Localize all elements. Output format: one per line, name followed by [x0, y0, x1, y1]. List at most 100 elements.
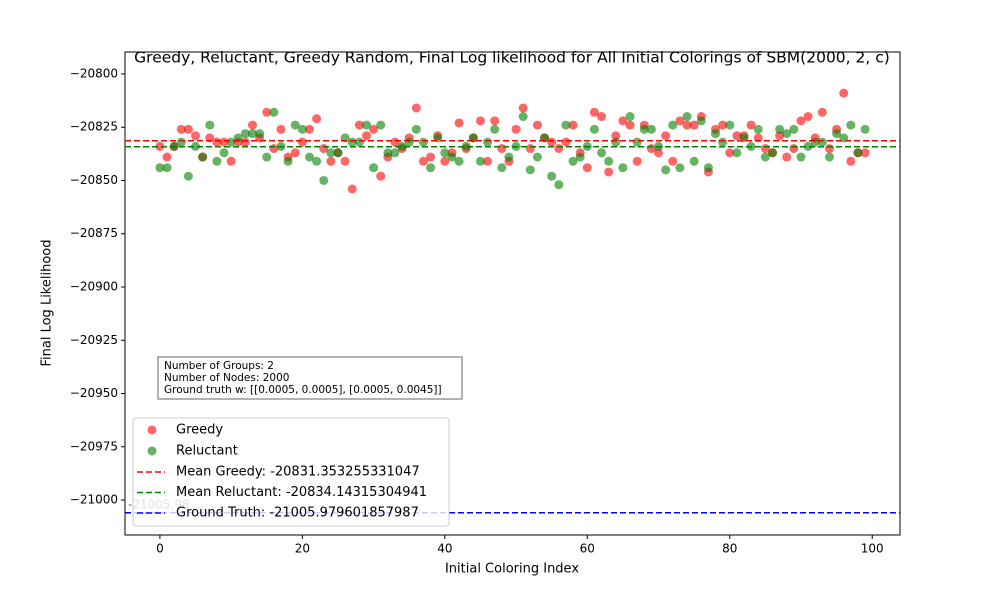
point [454, 118, 464, 128]
point [846, 120, 856, 130]
point [162, 152, 172, 162]
point [860, 148, 870, 158]
point [155, 163, 165, 173]
point [475, 116, 485, 126]
point [504, 152, 514, 162]
point [426, 163, 436, 173]
point [183, 124, 193, 134]
point [219, 148, 229, 158]
legend-frame [132, 417, 450, 527]
point [326, 156, 336, 166]
point [475, 156, 485, 166]
point [696, 116, 706, 126]
point [411, 124, 421, 134]
point [532, 120, 542, 130]
legend-marker [147, 425, 157, 435]
point [183, 171, 193, 181]
point [568, 156, 578, 166]
x-tick-label: 40 [437, 542, 452, 556]
point [518, 103, 528, 113]
x-tick-label: 80 [722, 542, 737, 556]
point [354, 137, 364, 147]
point [718, 137, 728, 147]
point [347, 184, 357, 194]
y-tick-label: −20900 [70, 280, 118, 294]
point [248, 129, 258, 139]
x-axis-label: Initial Coloring Index [445, 562, 579, 577]
point [483, 137, 493, 147]
point [689, 156, 699, 166]
point [383, 148, 393, 158]
y-axis-label: Final Log Likelihood [40, 240, 55, 367]
point [682, 112, 692, 122]
point [860, 124, 870, 134]
point [297, 124, 307, 134]
point [604, 156, 614, 166]
point [226, 156, 236, 166]
point [824, 144, 834, 154]
point [262, 107, 272, 117]
point [675, 163, 685, 173]
legend-label: Mean Greedy: -20831.353255331047 [176, 465, 420, 480]
point [191, 141, 201, 151]
point [369, 124, 379, 134]
point [661, 131, 671, 141]
point [212, 137, 222, 147]
point [162, 163, 172, 173]
point [718, 120, 728, 130]
point [803, 141, 813, 151]
point [554, 180, 564, 190]
point [589, 107, 599, 117]
point [369, 163, 379, 173]
point [361, 120, 371, 130]
point [611, 131, 621, 141]
point [746, 120, 756, 130]
point [312, 114, 322, 124]
point [625, 112, 635, 122]
point [604, 167, 614, 177]
point [461, 141, 471, 151]
point [340, 156, 350, 166]
point [561, 120, 571, 130]
point [817, 107, 827, 117]
point [418, 137, 428, 147]
point [390, 137, 400, 147]
plot-frame [124, 51, 901, 536]
point [775, 124, 785, 134]
point [703, 163, 713, 173]
point [654, 148, 664, 158]
point [753, 124, 763, 134]
point [347, 137, 357, 147]
point [483, 156, 493, 166]
point [817, 137, 827, 147]
point [290, 120, 300, 130]
point [767, 148, 777, 158]
info-text: Ground truth w: [[0.0005, 0.0005], [0.00… [164, 384, 442, 396]
point [490, 124, 500, 134]
point [824, 152, 834, 162]
point [240, 137, 250, 147]
point [575, 152, 585, 162]
point [846, 156, 856, 166]
point [796, 116, 806, 126]
y-tick-label: −20825 [70, 120, 118, 134]
point [219, 137, 229, 147]
point [675, 116, 685, 126]
point [796, 152, 806, 162]
point [568, 120, 578, 130]
point [711, 129, 721, 139]
legend: Greedy Reluctant Mean Greedy: -20831.35325… [132, 417, 450, 527]
point [155, 141, 165, 151]
legend-label: Reluctant [176, 444, 238, 459]
point [789, 124, 799, 134]
point [297, 137, 307, 147]
point [725, 120, 735, 130]
point [411, 103, 421, 113]
point [668, 156, 678, 166]
point [511, 124, 521, 134]
point [326, 148, 336, 158]
legend-marker [147, 446, 157, 456]
point [547, 137, 557, 147]
